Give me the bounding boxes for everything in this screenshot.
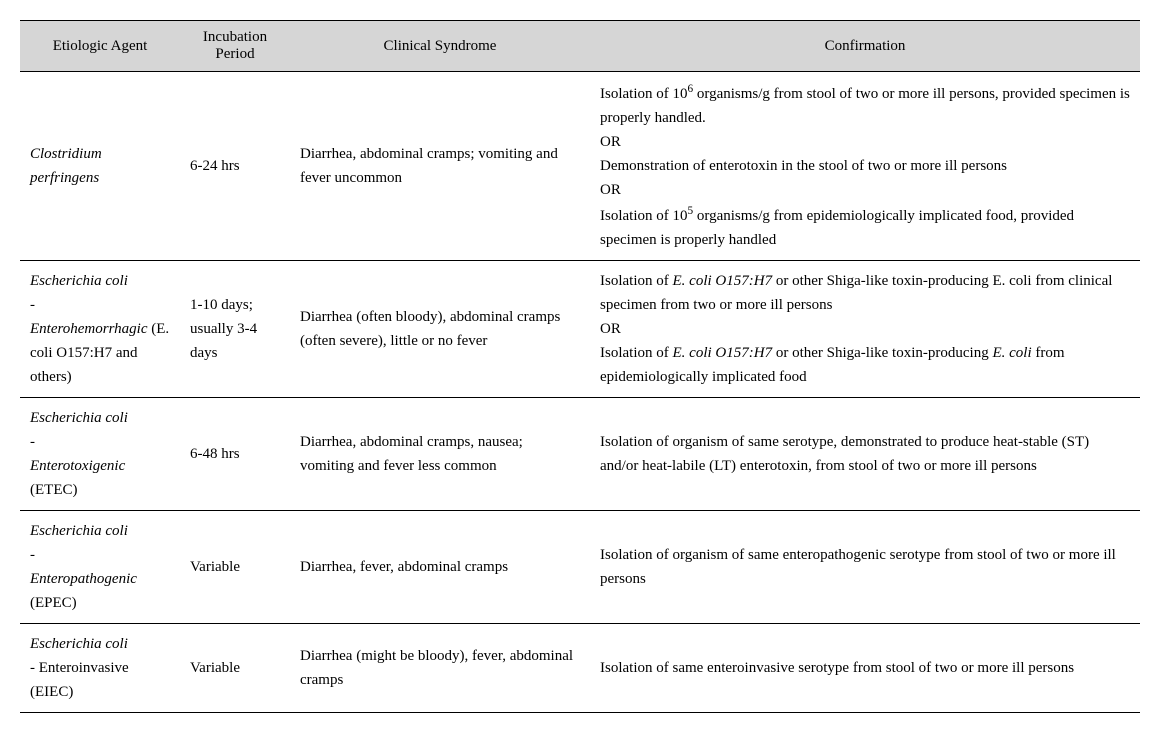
table-row: Clostridium perfringens6-24 hrsDiarrhea,… xyxy=(20,72,1140,261)
cell-agent: Clostridium perfringens xyxy=(20,72,180,261)
col-header-agent: Etiologic Agent xyxy=(20,21,180,72)
cell-incubation: 6-24 hrs xyxy=(180,72,290,261)
col-header-conf: Confirmation xyxy=(590,21,1140,72)
cell-clinical: Diarrhea (might be bloody), fever, abdom… xyxy=(290,624,590,713)
table-row: Escherichia coli- Enteroinvasive (EIEC)V… xyxy=(20,624,1140,713)
cell-incubation: Variable xyxy=(180,624,290,713)
cell-clinical: Diarrhea, fever, abdominal cramps xyxy=(290,511,590,624)
cell-confirmation: Isolation of same enteroinvasive serotyp… xyxy=(590,624,1140,713)
table-body: Clostridium perfringens6-24 hrsDiarrhea,… xyxy=(20,72,1140,713)
cell-agent: Escherichia coli-Enterotoxigenic (ETEC) xyxy=(20,398,180,511)
table-row: Escherichia coli-Enteropathogenic (EPEC)… xyxy=(20,511,1140,624)
table-row: Escherichia coli-Enterohemorrhagic (E. c… xyxy=(20,261,1140,398)
cell-confirmation: Isolation of organism of same enteropath… xyxy=(590,511,1140,624)
cell-clinical: Diarrhea (often bloody), abdominal cramp… xyxy=(290,261,590,398)
table-row: Escherichia coli-Enterotoxigenic (ETEC)6… xyxy=(20,398,1140,511)
cell-agent: Escherichia coli-Enteropathogenic (EPEC) xyxy=(20,511,180,624)
col-header-clin: Clinical Syndrome xyxy=(290,21,590,72)
cell-incubation: 1-10 days; usually 3-4 days xyxy=(180,261,290,398)
foodborne-pathogens-table: Etiologic AgentIncubation PeriodClinical… xyxy=(20,20,1140,713)
cell-confirmation: Isolation of organism of same serotype, … xyxy=(590,398,1140,511)
cell-incubation: 6-48 hrs xyxy=(180,398,290,511)
cell-agent: Escherichia coli-Enterohemorrhagic (E. c… xyxy=(20,261,180,398)
cell-confirmation: Isolation of 106 organisms/g from stool … xyxy=(590,72,1140,261)
cell-clinical: Diarrhea, abdominal cramps, nausea; vomi… xyxy=(290,398,590,511)
col-header-incub: Incubation Period xyxy=(180,21,290,72)
cell-incubation: Variable xyxy=(180,511,290,624)
cell-clinical: Diarrhea, abdominal cramps; vomiting and… xyxy=(290,72,590,261)
table-header: Etiologic AgentIncubation PeriodClinical… xyxy=(20,21,1140,72)
cell-agent: Escherichia coli- Enteroinvasive (EIEC) xyxy=(20,624,180,713)
cell-confirmation: Isolation of E. coli O157:H7 or other Sh… xyxy=(590,261,1140,398)
